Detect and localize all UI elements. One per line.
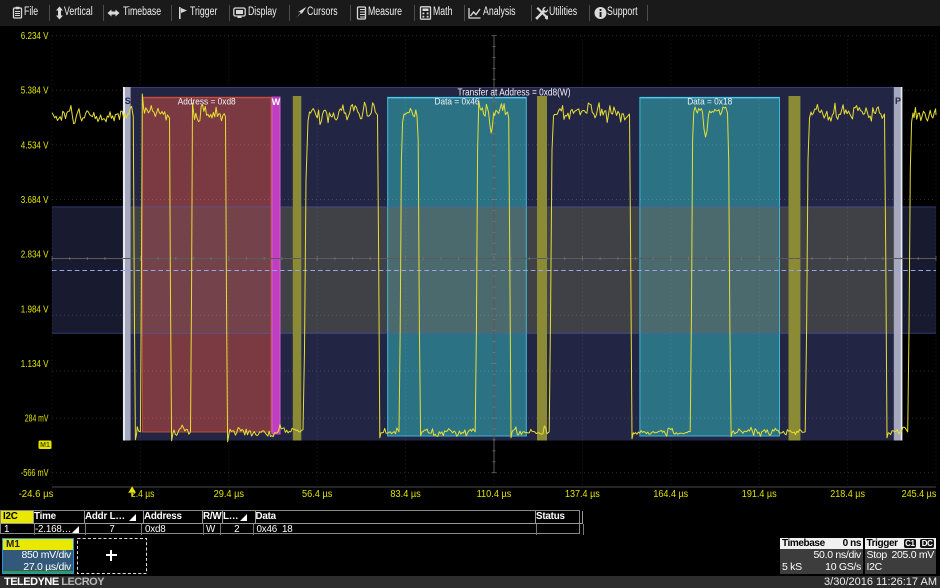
svg-text:Address = 0xd8: Address = 0xd8 (178, 97, 236, 107)
svg-text:218.4 µs: 218.4 µs (830, 489, 865, 500)
svg-text:-566 mV: -566 mV (21, 468, 49, 479)
svg-text:191.4 µs: 191.4 µs (742, 489, 777, 500)
svg-text:164.4 µs: 164.4 µs (653, 489, 688, 500)
svg-text:83.4 µs: 83.4 µs (390, 489, 420, 500)
svg-text:-24.6 µs: -24.6 µs (19, 489, 54, 500)
svg-text:3.684 V: 3.684 V (21, 195, 49, 206)
svg-text:4.534 V: 4.534 V (21, 140, 49, 151)
svg-text:284 mV: 284 mV (25, 414, 49, 425)
svg-text:1.984 V: 1.984 V (21, 304, 49, 315)
svg-text:29.4 µs: 29.4 µs (214, 489, 244, 500)
svg-text:1.134 V: 1.134 V (21, 359, 49, 370)
svg-text:56.4 µs: 56.4 µs (302, 489, 332, 500)
svg-text:245.4 µs: 245.4 µs (902, 489, 937, 500)
svg-text:Data = 0x18: Data = 0x18 (687, 97, 732, 107)
svg-text:Transfer at Address = 0xd8(W): Transfer at Address = 0xd8(W) (458, 88, 571, 99)
svg-text:W: W (272, 97, 281, 107)
svg-text:2.4 µs: 2.4 µs (131, 489, 155, 500)
svg-text:110.4 µs: 110.4 µs (477, 489, 512, 500)
svg-text:P: P (895, 96, 901, 106)
svg-text:S: S (125, 96, 131, 106)
svg-text:2.834 V: 2.834 V (21, 250, 49, 261)
svg-text:Data = 0x46: Data = 0x46 (435, 97, 480, 107)
svg-text:M1: M1 (40, 442, 50, 449)
svg-text:137.4 µs: 137.4 µs (565, 489, 600, 500)
svg-text:5.384 V: 5.384 V (21, 86, 49, 97)
svg-text:6.234 V: 6.234 V (21, 31, 49, 42)
